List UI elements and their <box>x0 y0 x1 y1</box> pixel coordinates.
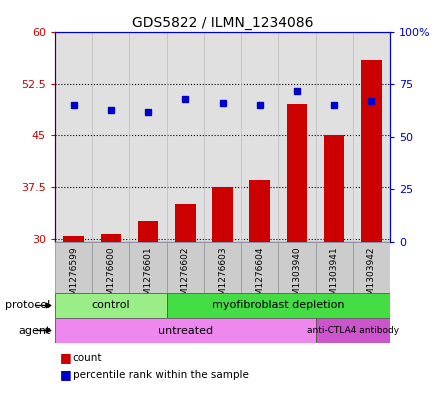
Text: myofibroblast depletion: myofibroblast depletion <box>212 301 345 310</box>
Text: protocol: protocol <box>5 301 51 310</box>
Bar <box>361 60 381 242</box>
Title: GDS5822 / ILMN_1234086: GDS5822 / ILMN_1234086 <box>132 16 313 29</box>
Text: agent: agent <box>18 325 51 336</box>
Text: control: control <box>92 301 130 310</box>
Text: GSM1276600: GSM1276600 <box>106 246 115 307</box>
Bar <box>55 242 92 293</box>
Text: GSM1276599: GSM1276599 <box>69 246 78 307</box>
Text: GSM1303941: GSM1303941 <box>330 246 339 307</box>
Bar <box>279 242 315 293</box>
Text: GSM1276602: GSM1276602 <box>181 246 190 307</box>
Bar <box>129 242 167 293</box>
Text: GSM1303942: GSM1303942 <box>367 246 376 307</box>
Text: untreated: untreated <box>158 325 213 336</box>
Text: ■: ■ <box>59 351 71 364</box>
Bar <box>212 187 233 242</box>
Bar <box>175 204 195 242</box>
Bar <box>138 221 158 242</box>
Bar <box>167 242 204 293</box>
Bar <box>353 242 390 293</box>
Text: GSM1303940: GSM1303940 <box>293 246 301 307</box>
Text: GSM1276603: GSM1276603 <box>218 246 227 307</box>
Bar <box>315 318 390 343</box>
Text: anti-CTLA4 antibody: anti-CTLA4 antibody <box>307 326 399 335</box>
Text: percentile rank within the sample: percentile rank within the sample <box>73 370 249 380</box>
Bar <box>324 135 345 242</box>
Bar <box>249 180 270 242</box>
Bar <box>287 104 307 242</box>
Bar <box>167 293 390 318</box>
Text: GSM1276604: GSM1276604 <box>255 246 264 307</box>
Text: ■: ■ <box>59 369 71 382</box>
Bar <box>241 242 279 293</box>
Bar <box>63 237 84 242</box>
Bar <box>55 293 167 318</box>
Text: count: count <box>73 353 102 363</box>
Bar <box>55 318 315 343</box>
Bar <box>315 242 353 293</box>
Bar <box>204 242 241 293</box>
Bar <box>92 242 129 293</box>
Bar <box>101 234 121 242</box>
Text: GSM1276601: GSM1276601 <box>143 246 153 307</box>
